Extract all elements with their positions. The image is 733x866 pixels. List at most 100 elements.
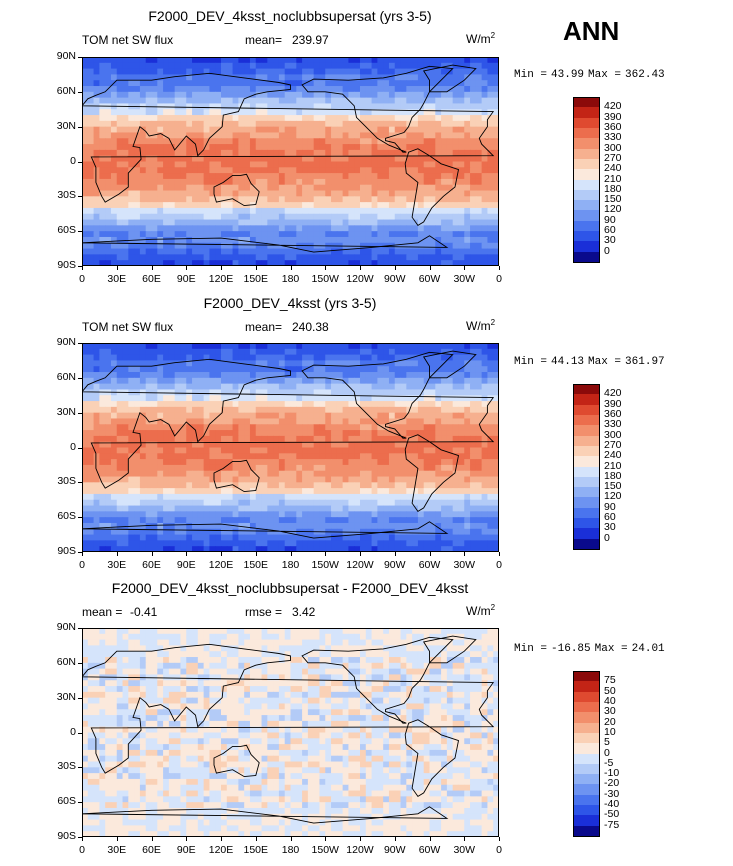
field-cell [319, 109, 326, 116]
field-cell [342, 80, 350, 87]
field-cell [470, 97, 477, 105]
field-cell [278, 395, 286, 402]
field-cell [348, 406, 355, 414]
field-cell [360, 207, 367, 215]
field-cell [388, 464, 396, 472]
field-cell [273, 343, 280, 350]
field-cell [354, 155, 361, 163]
field-cell [128, 161, 135, 168]
field-cell [244, 517, 251, 524]
field-cell [360, 424, 367, 431]
field-cell [307, 406, 315, 414]
field-cell [134, 97, 141, 105]
field-cell [336, 430, 344, 437]
field-cell [174, 120, 182, 128]
field-cell [244, 161, 251, 168]
field-cell [487, 91, 494, 99]
y-tick-mark [78, 231, 82, 233]
field-cell [441, 207, 448, 215]
field-cell [174, 482, 182, 489]
field-cell [209, 103, 216, 110]
field-cell [446, 505, 454, 512]
field-cell [417, 97, 425, 105]
field-cell [487, 360, 494, 367]
field-cell [458, 248, 465, 255]
field-cell [134, 395, 141, 402]
field-cell [296, 236, 303, 244]
field-cell [302, 430, 309, 437]
field-cell [383, 511, 390, 518]
field-cell [475, 126, 483, 134]
field-cell [261, 447, 268, 454]
field-cell [481, 120, 489, 128]
field-cell [87, 126, 95, 134]
field-cell [325, 372, 332, 379]
field-cell [128, 138, 135, 145]
field-cell [429, 366, 436, 373]
field-cell [475, 372, 483, 379]
field-cell [82, 476, 89, 483]
field-cell [441, 406, 448, 414]
field-cell [331, 115, 338, 122]
field-cell [412, 242, 419, 250]
field-cell [435, 161, 442, 168]
field-cell [273, 401, 280, 408]
field-cell [307, 447, 315, 454]
field-cell [290, 86, 297, 93]
field-cell [383, 395, 390, 402]
field-cell [134, 80, 141, 87]
field-cell [412, 372, 419, 379]
field-cell [296, 464, 303, 472]
field-cell [203, 155, 211, 163]
field-cell [128, 366, 135, 373]
field-cell [255, 213, 263, 221]
field-cell [446, 499, 454, 507]
field-cell [325, 219, 332, 226]
field-cell [412, 161, 419, 168]
field-cell [348, 62, 355, 70]
field-cell [232, 57, 239, 64]
field-cell [464, 453, 471, 460]
field-cell [180, 144, 187, 151]
field-cell [105, 97, 112, 105]
colorbar-box [573, 107, 600, 119]
field-cell [481, 435, 489, 443]
field-cell [342, 482, 350, 489]
field-cell [128, 424, 135, 431]
field-cell [122, 372, 129, 379]
field-cell [232, 511, 239, 518]
field-cell [296, 155, 303, 163]
field-cell [273, 493, 280, 501]
field-cell [487, 412, 494, 420]
field-cell [290, 97, 297, 105]
field-cell [452, 236, 460, 244]
field-cell [93, 219, 100, 226]
field-cell [105, 202, 112, 209]
field-cell [134, 178, 141, 186]
field-cell [487, 505, 494, 512]
field-cell [394, 207, 402, 215]
field-cell [388, 207, 396, 215]
field-cell [82, 184, 89, 192]
field-cell [186, 109, 193, 116]
field-cell [475, 430, 483, 437]
field-cell [82, 120, 89, 128]
field-cell [249, 435, 257, 443]
field-cell [400, 424, 407, 431]
field-cell [255, 360, 263, 367]
field-cell [139, 464, 147, 472]
field-cell [203, 103, 211, 110]
field-cell [226, 231, 234, 238]
field-cell [307, 493, 315, 501]
field-cell [307, 418, 315, 425]
field-cell [197, 103, 205, 110]
field-cell [168, 207, 176, 215]
field-cell [151, 453, 158, 460]
field-cell [348, 430, 355, 437]
field-cell [487, 62, 494, 70]
field-cell [452, 167, 460, 174]
field-cell [296, 406, 303, 414]
field-cell [221, 120, 228, 128]
field-cell [186, 254, 193, 261]
field-cell [325, 248, 332, 255]
